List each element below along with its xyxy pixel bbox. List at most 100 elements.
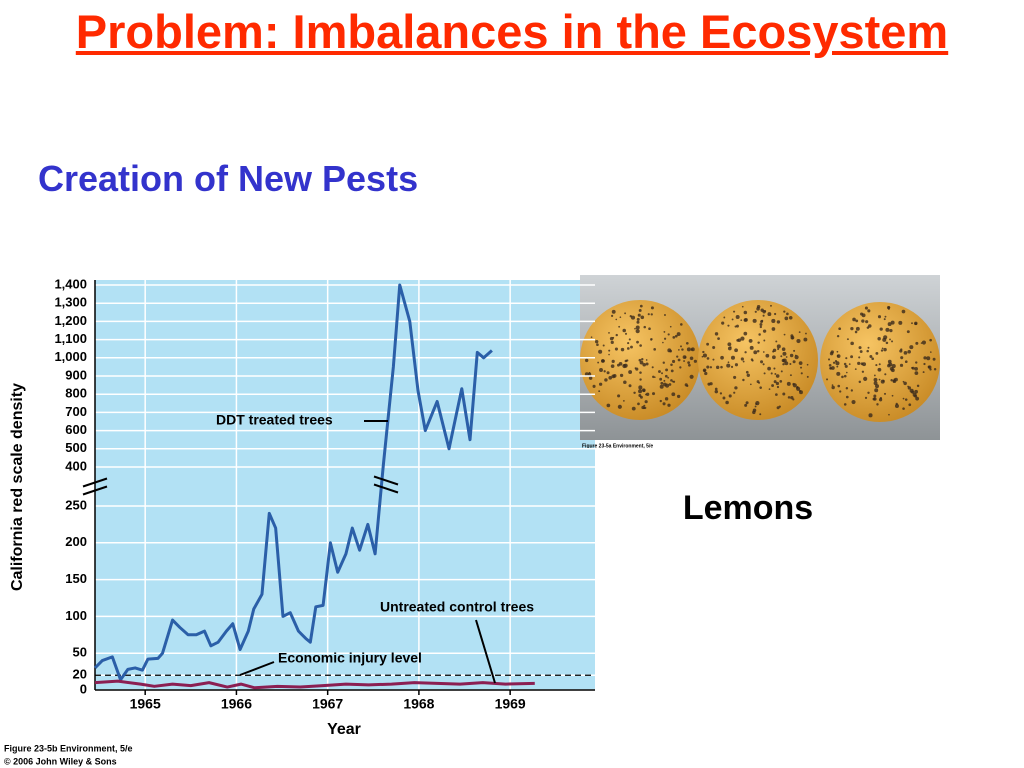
speckle — [585, 358, 589, 363]
speckle — [639, 344, 642, 347]
speckle — [898, 320, 903, 325]
speckle — [663, 331, 666, 333]
speckle — [650, 306, 654, 310]
speckle — [762, 314, 765, 317]
speckle — [740, 357, 744, 361]
speckle — [836, 350, 839, 353]
speckle — [887, 306, 891, 309]
speckle — [869, 355, 873, 359]
y-tick-label: 0 — [80, 681, 87, 696]
speckle — [617, 363, 620, 367]
speckle — [622, 328, 626, 333]
speckle — [902, 397, 905, 400]
speckle — [871, 357, 874, 361]
speckle — [749, 345, 754, 350]
speckle — [776, 406, 780, 410]
speckle — [735, 314, 740, 319]
speckle — [645, 392, 650, 396]
speckle — [844, 364, 848, 368]
speckle — [606, 403, 611, 408]
speckle — [734, 363, 739, 367]
speckle — [862, 362, 867, 367]
y-axis-label: California red scale density — [9, 383, 26, 591]
speckle — [788, 316, 793, 320]
speckle — [608, 353, 610, 356]
speckle — [606, 371, 610, 375]
speckle — [789, 363, 792, 365]
speckle — [906, 330, 910, 334]
speckle — [806, 363, 809, 366]
speckle — [914, 394, 918, 398]
speckle — [883, 347, 887, 352]
speckle — [588, 376, 593, 380]
speckle — [828, 358, 831, 361]
speckle — [743, 331, 748, 336]
y-tick-label: 1,400 — [54, 276, 87, 291]
y-tick-label: 150 — [65, 571, 87, 586]
speckle — [885, 327, 890, 332]
speckle — [740, 319, 743, 322]
leader-line — [239, 661, 275, 676]
speckle — [855, 319, 859, 323]
speckle — [628, 370, 633, 374]
speckle — [624, 332, 628, 335]
speckle — [770, 372, 773, 375]
speckle — [850, 326, 854, 331]
speckle — [923, 362, 926, 366]
speckle — [676, 394, 681, 399]
speckle — [634, 327, 636, 330]
lemon — [698, 300, 818, 420]
speckle — [677, 358, 681, 362]
speckle — [845, 371, 848, 374]
x-axis-label: Year — [327, 721, 361, 738]
speckle — [636, 320, 640, 324]
speckle — [908, 403, 912, 407]
speckle — [915, 396, 920, 401]
speckle — [659, 384, 664, 389]
speckle — [727, 342, 732, 347]
speckle — [765, 353, 770, 358]
speckle — [728, 394, 732, 398]
speckle — [792, 383, 797, 388]
speckle — [628, 338, 631, 341]
speckle — [782, 363, 785, 366]
speckle — [800, 372, 803, 375]
speckle — [775, 381, 780, 386]
speckle — [773, 367, 776, 370]
speckle — [861, 370, 865, 373]
speckle — [879, 327, 883, 331]
speckle — [637, 313, 641, 317]
speckle — [921, 340, 926, 345]
speckle — [638, 358, 642, 362]
speckle — [639, 304, 643, 308]
y-tick-label: 500 — [65, 440, 87, 455]
speckle — [877, 337, 881, 341]
speckle — [619, 373, 624, 378]
speckle — [764, 310, 767, 313]
speckle — [858, 380, 862, 384]
speckle — [746, 373, 750, 378]
speckle — [806, 375, 809, 378]
speckle — [684, 356, 687, 359]
speckle — [645, 393, 647, 396]
speckle — [703, 369, 706, 373]
speckle — [664, 374, 668, 378]
speckle — [851, 399, 856, 405]
speckle — [843, 374, 847, 378]
speckle — [889, 328, 893, 333]
speckle — [772, 348, 777, 353]
speckle — [793, 349, 796, 352]
speckle — [667, 403, 671, 407]
speckle — [867, 391, 870, 394]
speckle — [754, 310, 757, 313]
speckle — [651, 366, 654, 369]
speckle — [614, 347, 619, 351]
speckle — [611, 374, 616, 379]
speckle — [637, 402, 640, 406]
speckle — [733, 375, 737, 379]
speckle — [681, 348, 684, 351]
speckle — [662, 361, 665, 364]
speckle — [626, 347, 630, 350]
speckle — [932, 357, 936, 361]
speckle — [659, 377, 663, 381]
